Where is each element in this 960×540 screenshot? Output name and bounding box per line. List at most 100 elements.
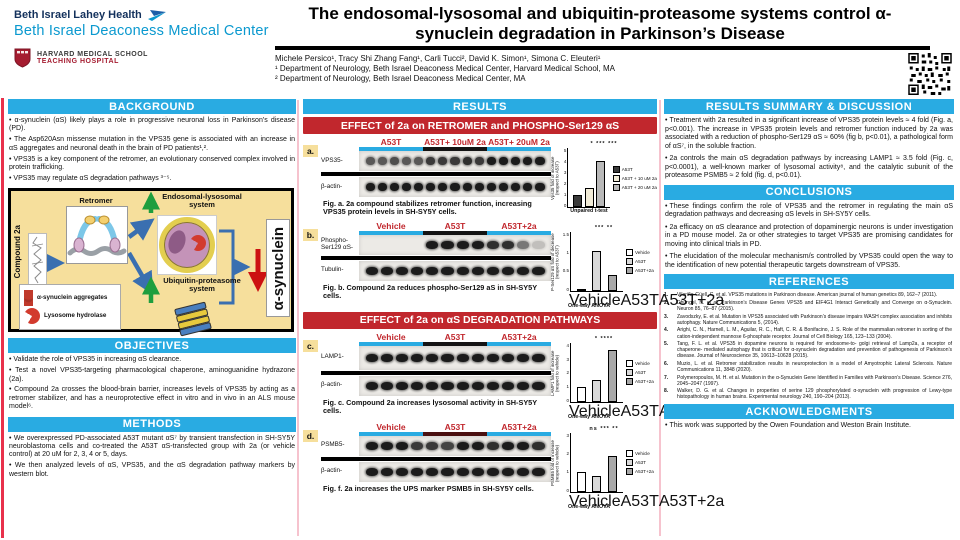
- reference-item: 5. Tang, F. L. et al. VPS35 in dopamine n…: [664, 341, 952, 360]
- ups-system-label: Ubiquitin-proteasome system: [163, 276, 241, 294]
- blot-band: [517, 381, 530, 390]
- bar: [577, 472, 587, 492]
- section-header-references: REFERENCES: [664, 274, 954, 290]
- background-bullet: VPS35 is a key component of the retromer…: [9, 156, 295, 173]
- blot-separator: [321, 370, 551, 375]
- bar: [596, 160, 606, 207]
- chart-legend: A53T A53T + 10 uM 2a A53T + 20 uM 2a: [612, 148, 657, 208]
- blot-row-label: β-actin-: [321, 182, 343, 190]
- blot-row-label: β-actin-: [321, 381, 343, 389]
- background-bullet: The Asp620Asn missense mutation in the V…: [9, 136, 295, 153]
- blot-band: [426, 381, 439, 390]
- legend-entry: Vehicle: [626, 450, 654, 458]
- alpha-synuclein-box: α-synuclein: [266, 219, 290, 318]
- bar: [584, 188, 594, 207]
- blot-band: [426, 467, 439, 476]
- panel-letter: c.: [303, 339, 318, 352]
- section-header-acknowledgments: ACKNOWLEDGMENTS: [664, 404, 954, 420]
- reference-item: 7. Polymeropoulos, M. H. et al. Mutation …: [664, 374, 952, 387]
- blot-band: [517, 266, 530, 275]
- section-header-objectives: OBJECTIVES: [8, 338, 296, 354]
- blot-row-label: Phospho- Ser129 αS-: [321, 237, 353, 251]
- poster-title: The endosomal-lysosomal and ubiquitin-pr…: [308, 4, 892, 43]
- blot-band: [414, 183, 424, 191]
- authors-line: Michele Persico¹, Tracy Shi Zhang Fang¹,…: [275, 54, 601, 64]
- plot-area: [570, 342, 623, 403]
- blot-band: [411, 441, 424, 450]
- blot-band: [377, 183, 387, 191]
- western-blot-row: [359, 461, 551, 482]
- blot-band: [499, 157, 509, 165]
- legend-entry: A53T + 20 uM 2a: [612, 183, 657, 191]
- proteasome-illustration: [174, 301, 212, 337]
- hydrolase-icon: [24, 308, 40, 325]
- blot-band: [471, 266, 484, 275]
- blot-group-strips: [359, 431, 551, 436]
- left-edge-accent: [1, 98, 4, 538]
- figure-panel-c: c. Vehicle A53T A53T+2a LAMP1-: [303, 332, 724, 420]
- legend-entry: A53T: [626, 369, 654, 377]
- legend-entry: A53T+2a: [626, 267, 654, 275]
- summary-paragraph: 2a controls the main αS degradation path…: [665, 155, 953, 181]
- figure-caption-a: Fig. a. 2a compound stabilizes retromer …: [323, 199, 532, 217]
- blot-band: [395, 353, 409, 362]
- references-list: 1. Vilariño-Güell, C. et al. VPS35 mutati…: [664, 292, 954, 400]
- blot-band: [450, 183, 460, 191]
- blot-band: [365, 441, 378, 450]
- blot-row-label: β-actin-: [321, 467, 343, 475]
- blot-band: [441, 240, 454, 249]
- bar: [577, 387, 587, 402]
- panel-letter: d.: [303, 429, 318, 442]
- chart-body: P-Ser129 αS fold of decrease (respect to…: [550, 231, 657, 292]
- panel-letter: b.: [303, 228, 318, 241]
- blot-band: [486, 240, 500, 249]
- mechanism-diagram: Compound 2a Retromer: [8, 188, 294, 337]
- middle-column: RESULTS EFFECT of 2a on RETROMER and PHO…: [303, 99, 724, 536]
- blot-group-labels: A53T A53T+ 10uM 2a A53T+ 20uM 2a: [380, 137, 550, 147]
- harvard-text: HARVARD MEDICAL SCHOOL TEACHING HOSPITAL: [37, 51, 148, 65]
- western-blot-row: [359, 151, 551, 171]
- blot-separator: [321, 456, 551, 461]
- legend-entry: A53T: [626, 258, 654, 266]
- blot-band: [380, 266, 393, 275]
- blot-band: [450, 157, 460, 165]
- blot-band: [389, 157, 399, 165]
- reference-item: 3. Zavodszky, E. et al. Mutation in VPS35…: [664, 313, 952, 326]
- legend-swatch: [626, 450, 633, 458]
- blot-row-label: VPS35-: [321, 156, 343, 164]
- blot-band: [426, 183, 436, 191]
- blot-band: [456, 441, 469, 450]
- blot-band: [456, 381, 469, 390]
- blot-band: [438, 157, 448, 165]
- blot-band: [380, 467, 393, 476]
- figure-panel-d: d. Vehicle A53T A53T+2a PSMB5-: [303, 422, 724, 510]
- blot-band: [532, 353, 545, 362]
- blot-band: [365, 381, 378, 390]
- blot-band: [517, 240, 530, 249]
- blot-band: [426, 266, 439, 275]
- section-header-results: RESULTS: [303, 99, 657, 114]
- plot-area: [567, 148, 610, 208]
- blot-band: [456, 467, 469, 476]
- harvard-shield-icon: [14, 48, 31, 68]
- conclusions-paragraph: 2a efficacy on αS clearance and protecti…: [665, 224, 953, 250]
- blot-band: [438, 183, 448, 191]
- blot-band: [532, 441, 545, 450]
- y-axis-ticks: 1.5 1 0.5 0: [562, 231, 569, 292]
- objectives-bullet: Compound 2a crosses the blood-brain barr…: [9, 386, 295, 411]
- blot-band: [474, 183, 484, 191]
- blot-separator: [321, 255, 551, 260]
- bar: [592, 379, 602, 402]
- affiliation-1: ¹ Department of Neurology, Beth Israel D…: [275, 64, 616, 74]
- section-header-conclusions: CONCLUSIONS: [664, 184, 954, 200]
- significance-marks: ns *** **: [589, 425, 619, 432]
- affiliation-2: ² Department of Neurology, Beth Israel D…: [275, 74, 526, 84]
- significance-marks: *** **: [594, 224, 614, 231]
- western-blot-row: [359, 260, 551, 281]
- legend-entry: A53T+2a: [626, 468, 654, 476]
- y-axis-label: Vps35 fold of increase (respect to A53T): [550, 156, 560, 200]
- poster-header: Beth Israel Lahey Health Beth Israel Dea…: [0, 0, 960, 96]
- blot-band: [486, 157, 497, 165]
- blot-band: [380, 381, 393, 390]
- blot-band: [523, 183, 533, 191]
